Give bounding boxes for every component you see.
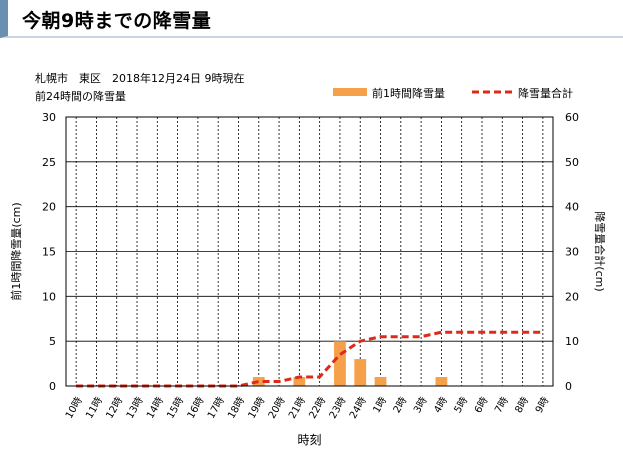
snowfall-bar bbox=[374, 377, 387, 386]
x-tick-label: 6時 bbox=[472, 395, 491, 415]
y-axis-left-label: 前1時間降雪量(cm) bbox=[9, 202, 23, 300]
x-axis-label: 時刻 bbox=[297, 433, 321, 447]
y-right-tick-label: 50 bbox=[565, 156, 579, 169]
axis-layer: 0 5 10 15 20 25 30 0 10 20 30 40 50 60 10時 11時 12時 13時 14時… bbox=[42, 111, 579, 421]
x-tick-label: 7時 bbox=[492, 395, 511, 415]
legend-bar-label: 前1時間降雪量 bbox=[372, 86, 445, 100]
y-right-tick-label: 10 bbox=[565, 335, 579, 348]
snowfall-bar bbox=[252, 377, 265, 386]
x-tick-label: 24時 bbox=[347, 395, 369, 421]
x-tick-label: 3時 bbox=[411, 395, 430, 415]
chart-canvas: 札幌市 東区 2018年12月24日 9時現在 前24時間の降雪量 前1時間降雪… bbox=[9, 71, 607, 447]
y-left-tick-label: 0 bbox=[49, 380, 56, 393]
y-left-tick-label: 5 bbox=[49, 335, 56, 348]
page-title: 今朝9時までの降雪量 bbox=[22, 10, 212, 32]
plot-frame bbox=[65, 116, 554, 387]
x-tick-label: 17時 bbox=[205, 395, 227, 421]
grid-layer bbox=[66, 116, 553, 387]
x-tick-label: 5時 bbox=[452, 395, 471, 415]
x-tick-label: 19時 bbox=[246, 395, 268, 421]
bars-layer bbox=[252, 341, 448, 386]
y-right-tick-label: 30 bbox=[565, 246, 579, 259]
x-tick-label: 15時 bbox=[165, 395, 187, 421]
snowfall-bar bbox=[435, 377, 448, 386]
y-left-tick-label: 15 bbox=[42, 246, 56, 259]
x-tick-label: 20時 bbox=[266, 395, 288, 421]
x-tick-label: 4時 bbox=[431, 395, 450, 415]
y-axis-right-label: 降雪量合計(cm) bbox=[593, 211, 607, 291]
line-layer bbox=[76, 330, 543, 388]
y-left-tick-label: 20 bbox=[42, 201, 56, 214]
cumulative-snowfall-line bbox=[76, 330, 543, 388]
x-tick-label: 18時 bbox=[225, 395, 247, 421]
y-right-tick-label: 40 bbox=[565, 201, 579, 214]
x-tick-label: 22時 bbox=[307, 395, 329, 421]
x-tick-label: 1時 bbox=[371, 395, 390, 415]
y-right-tick-label: 20 bbox=[565, 290, 579, 303]
page-header: 今朝9時までの降雪量 bbox=[0, 0, 623, 38]
x-tick-label: 9時 bbox=[533, 395, 552, 415]
chart-subtitle-location: 札幌市 東区 2018年12月24日 9時現在 bbox=[35, 71, 244, 85]
snowfall-bar bbox=[354, 359, 367, 386]
snowfall-bar bbox=[293, 377, 306, 386]
legend-line-label: 降雪量合計 bbox=[518, 86, 573, 100]
snowfall-bar bbox=[334, 341, 346, 386]
y-right-tick-label: 60 bbox=[565, 111, 579, 124]
x-tick-label: 8時 bbox=[513, 395, 532, 415]
legend-bar-swatch bbox=[333, 88, 367, 96]
x-tick-label: 2時 bbox=[391, 395, 410, 415]
x-tick-label: 23時 bbox=[327, 395, 349, 421]
chart-subtitle-period: 前24時間の降雪量 bbox=[35, 89, 126, 103]
x-tick-label: 13時 bbox=[124, 395, 146, 421]
x-tick-label: 10時 bbox=[63, 395, 85, 421]
x-tick-label: 14時 bbox=[144, 395, 166, 421]
x-tick-label: 11時 bbox=[83, 395, 105, 421]
snowfall-chart: 札幌市 東区 2018年12月24日 9時現在 前24時間の降雪量 前1時間降雪… bbox=[0, 38, 623, 459]
x-tick-label: 12時 bbox=[104, 395, 126, 421]
y-left-tick-label: 10 bbox=[42, 290, 56, 303]
y-left-tick-label: 25 bbox=[42, 156, 56, 169]
y-right-tick-label: 0 bbox=[565, 380, 572, 393]
x-tick-label: 21時 bbox=[286, 395, 308, 421]
x-tick-label: 16時 bbox=[185, 395, 207, 421]
y-left-tick-label: 30 bbox=[42, 111, 56, 124]
